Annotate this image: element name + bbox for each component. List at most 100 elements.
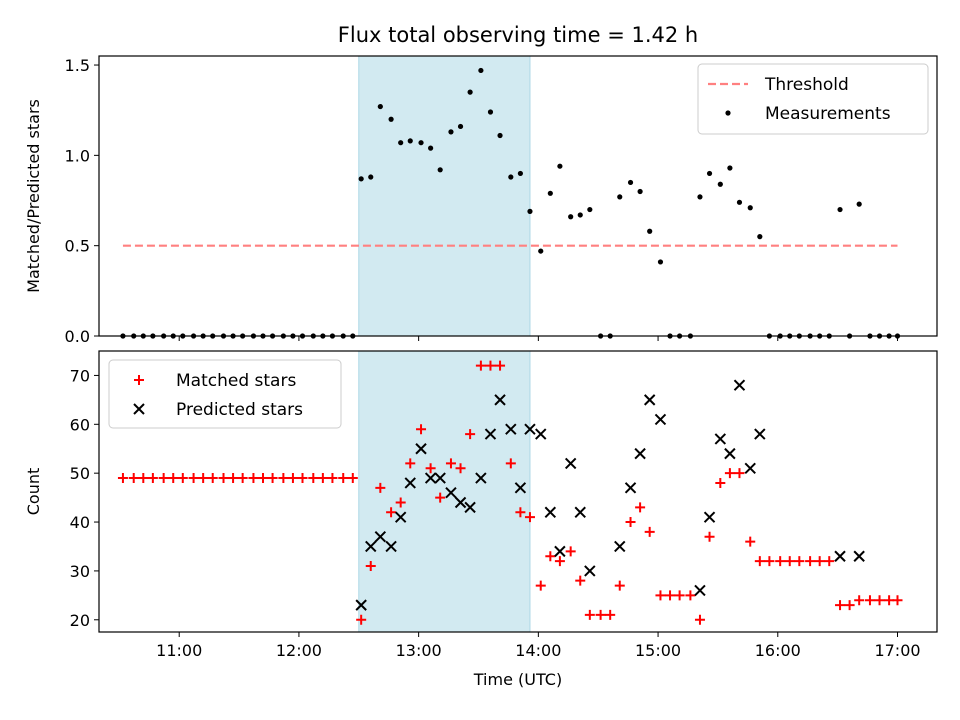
- matched-point: [198, 473, 209, 484]
- matched-point: [338, 473, 349, 484]
- measurement-point: [358, 176, 364, 182]
- matched-point: [138, 473, 149, 484]
- predicted-point: [574, 506, 586, 518]
- matched-point: [237, 473, 248, 484]
- matched-point: [297, 473, 308, 484]
- matched-point: [754, 556, 765, 567]
- predicted-point: [643, 394, 656, 406]
- legend-frame: [697, 63, 929, 135]
- measurement-point: [497, 132, 503, 139]
- predicted-point: [475, 472, 487, 484]
- predicted-point: [514, 482, 527, 494]
- matched-point: [635, 502, 646, 513]
- matched-point: [575, 575, 586, 586]
- y-tick-label: 60: [70, 415, 90, 434]
- legend-matched-swatch: [134, 375, 144, 385]
- y-tick-label: 1.5: [65, 56, 90, 75]
- predicted-point: [464, 501, 476, 514]
- predicted-point: [424, 472, 437, 484]
- matched-point: [835, 600, 846, 611]
- measurement-point: [557, 163, 563, 169]
- measurement-point: [647, 228, 653, 234]
- matched-point: [158, 473, 169, 484]
- predicted-point: [365, 540, 377, 553]
- series-predicted-stars: [355, 379, 865, 611]
- predicted-point: [724, 447, 736, 460]
- measurement-point: [747, 205, 753, 211]
- legend: Threshold Measurements: [697, 63, 929, 135]
- legend-label: Predicted stars: [176, 400, 303, 420]
- matched-point: [495, 360, 506, 371]
- matched-point: [505, 458, 516, 469]
- y-axis-label: Count: [24, 468, 43, 516]
- matched-point: [308, 473, 319, 484]
- measurement-point: [388, 116, 394, 122]
- measurement-point: [437, 167, 443, 173]
- matched-point: [147, 473, 158, 484]
- legend-label: Measurements: [765, 104, 891, 124]
- matched-point: [625, 517, 636, 528]
- observing-span: [358, 350, 531, 633]
- predicted-point: [454, 496, 467, 509]
- matched-point: [524, 512, 535, 523]
- y-tick-label: 70: [70, 366, 90, 385]
- legend-predicted-swatch: [133, 403, 145, 415]
- measurement-point: [487, 109, 494, 115]
- matched-point: [655, 590, 666, 601]
- matched-point: [455, 463, 466, 474]
- legend-label: Threshold: [764, 75, 849, 95]
- measurement-point: [407, 138, 413, 144]
- x-tick-label: 13:00: [396, 641, 442, 660]
- legend-measurement-swatch: [725, 110, 731, 116]
- matched-point: [674, 590, 685, 601]
- matched-point: [485, 360, 496, 371]
- predicted-point: [374, 530, 387, 543]
- measurement-point: [467, 89, 473, 95]
- predicted-point: [834, 550, 846, 562]
- matched-point: [614, 580, 625, 591]
- predicted-point: [654, 413, 667, 426]
- matched-point: [128, 473, 139, 484]
- y-tick-label: 40: [70, 513, 90, 532]
- x-axis-label: Time (UTC): [473, 670, 562, 689]
- matched-point: [685, 590, 696, 601]
- matched-point: [515, 507, 526, 518]
- matched-point: [545, 551, 556, 562]
- measurement-point: [657, 259, 664, 265]
- measurement-point: [736, 199, 743, 205]
- matched-point: [584, 609, 595, 620]
- predicted-point: [584, 565, 596, 577]
- measurement-point: [398, 140, 404, 146]
- matched-point: [248, 473, 259, 484]
- measurement-point: [568, 214, 574, 220]
- predicted-point: [853, 550, 865, 562]
- matched-point: [665, 590, 676, 601]
- matched-point: [775, 556, 786, 567]
- predicted-point: [494, 394, 506, 406]
- measurement-point: [418, 140, 424, 146]
- predicted-point: [355, 599, 367, 611]
- predicted-point: [733, 379, 746, 391]
- predicted-point: [624, 482, 637, 494]
- matched-point: [715, 477, 726, 488]
- matched-point: [207, 473, 218, 484]
- matched-point: [405, 458, 416, 469]
- y-tick-label: 20: [70, 611, 90, 630]
- measurement-point: [577, 212, 583, 218]
- matched-point: [218, 473, 229, 484]
- count-panel: 20 30 40 50 60 70 11:00 12:00 13:00 14:00 15:00 16:…: [24, 350, 938, 689]
- matched-point: [694, 614, 705, 625]
- predicted-point: [524, 423, 536, 435]
- matched-point: [416, 424, 427, 435]
- measurement-point: [587, 206, 593, 213]
- measurement-point: [448, 129, 454, 135]
- measurement-point: [547, 190, 553, 196]
- matched-point: [805, 556, 816, 567]
- predicted-point: [394, 511, 407, 523]
- predicted-point: [385, 540, 397, 553]
- measurement-point: [727, 165, 733, 171]
- matched-point: [258, 473, 269, 484]
- y-tick-label: 0.5: [65, 237, 90, 256]
- matched-point: [864, 595, 875, 606]
- measurement-point: [368, 174, 374, 180]
